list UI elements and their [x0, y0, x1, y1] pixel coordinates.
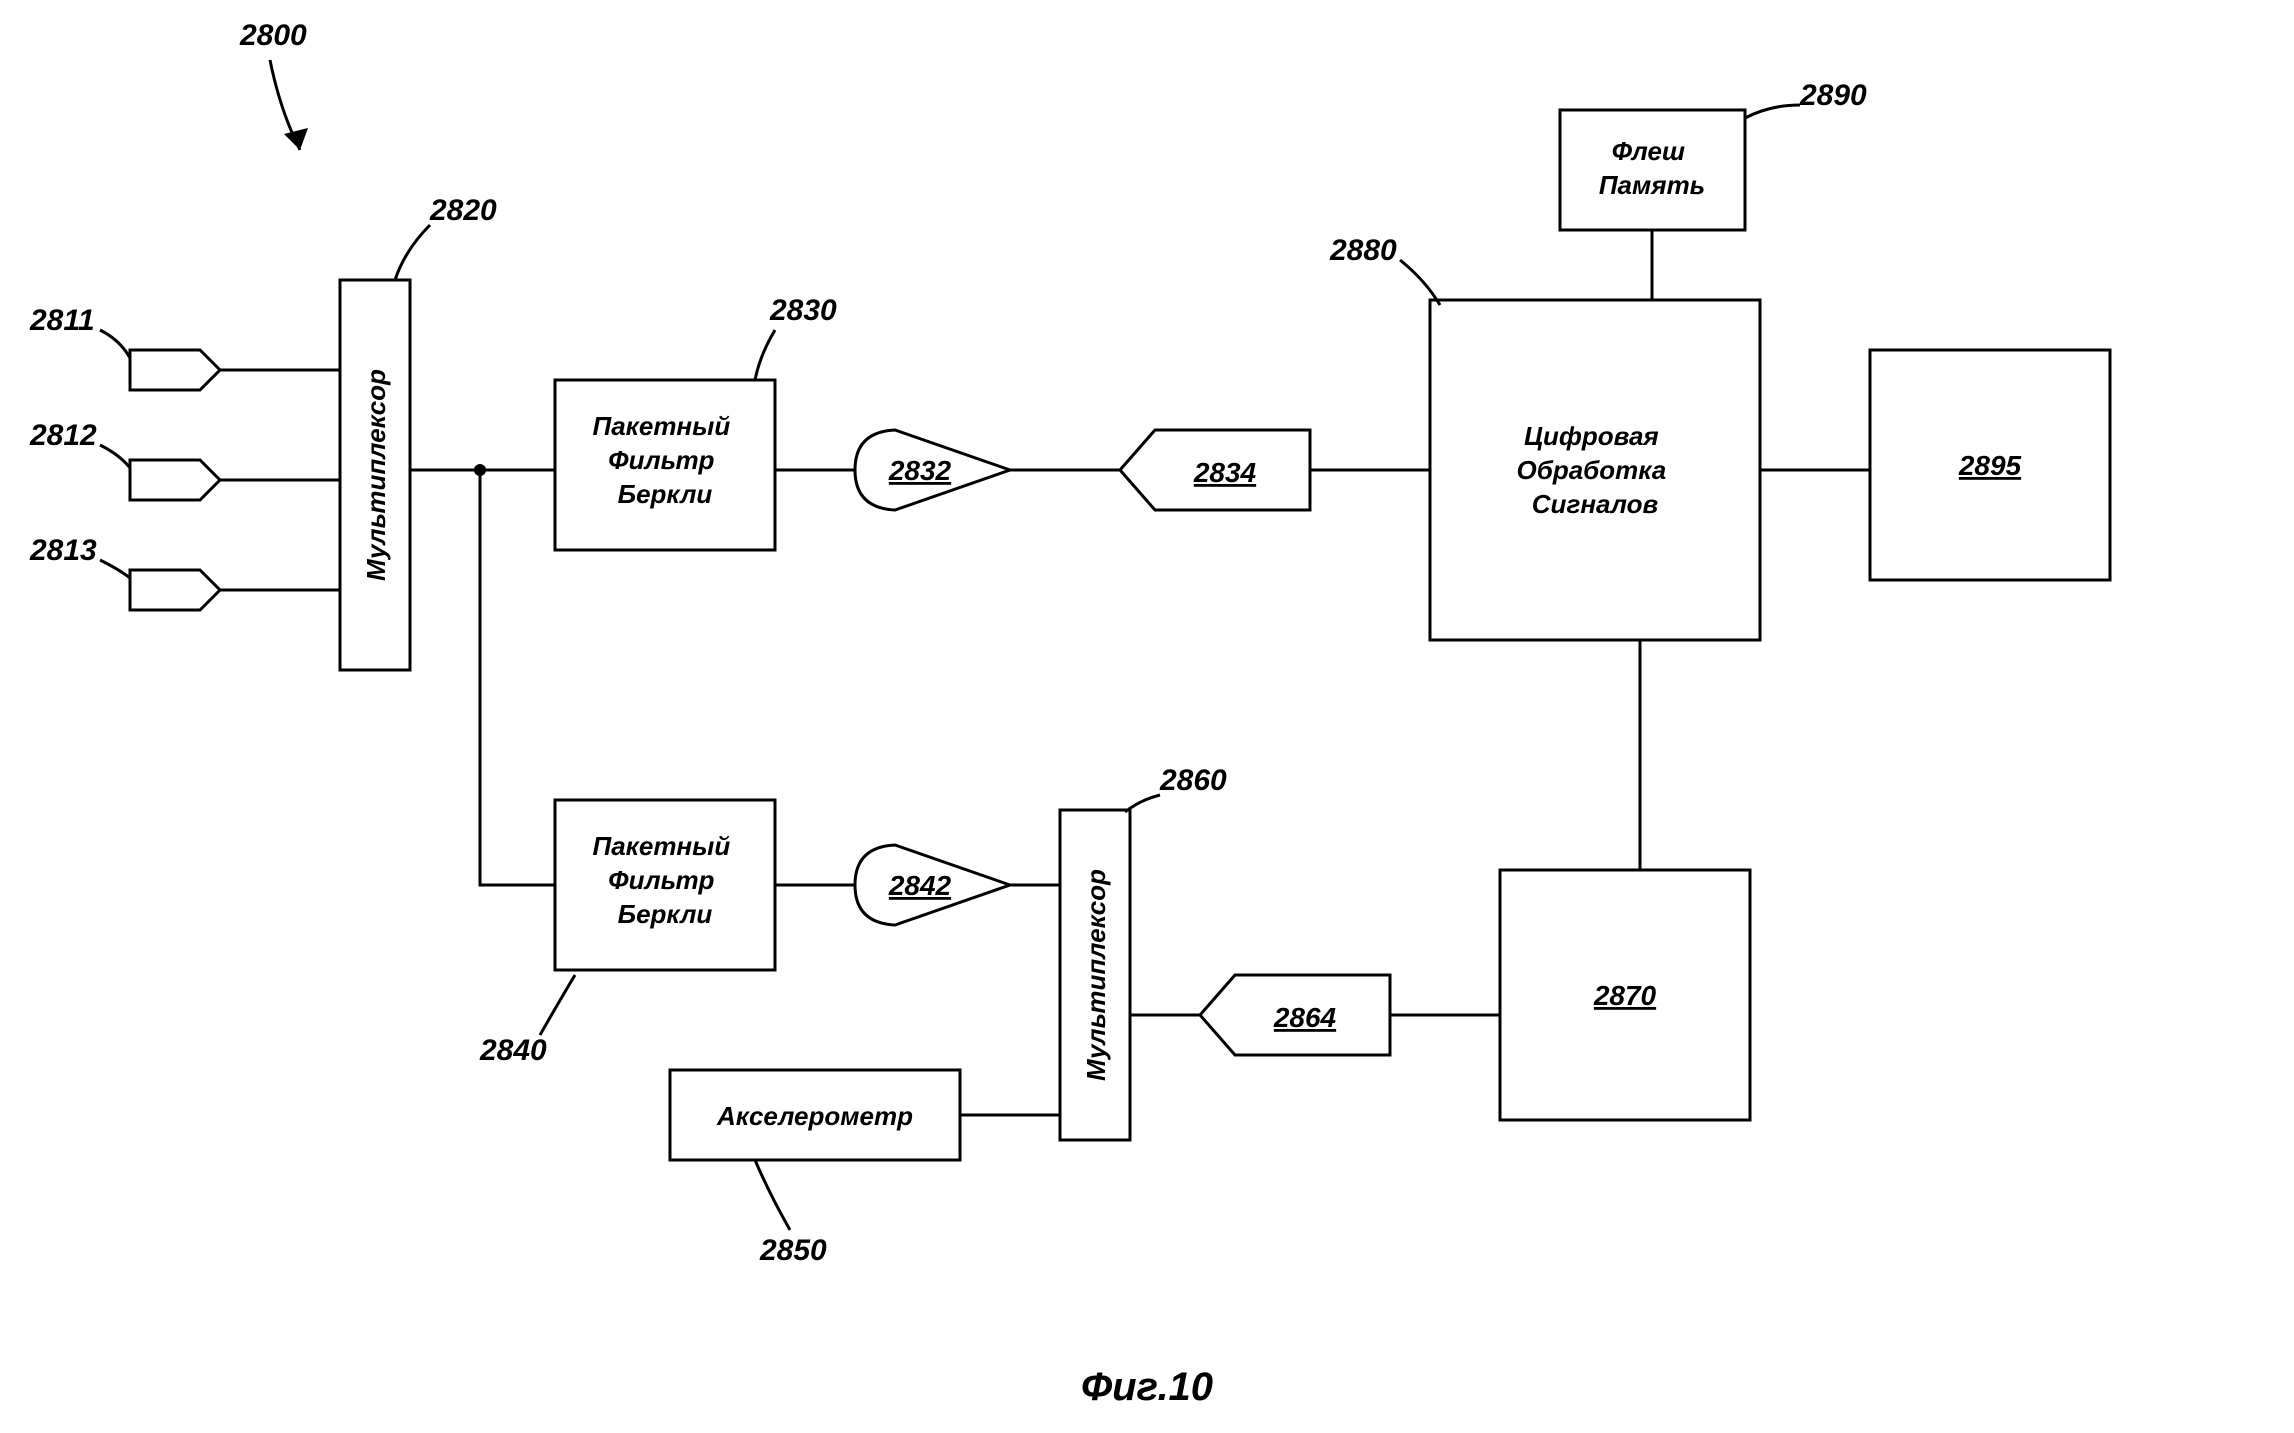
ref-2812: 2812	[29, 419, 97, 452]
node-dsp-label: Цифровая Обработка Сигналов	[1517, 421, 1674, 519]
dsp-line2: Обработка	[1517, 455, 1667, 485]
leader-2813	[100, 560, 130, 578]
node-blk2-ref: 2870	[1593, 980, 1657, 1011]
node-in2	[130, 460, 220, 500]
leader-2850	[755, 1160, 790, 1230]
leader-2880	[1400, 260, 1440, 305]
flash-line1: Флеш	[1612, 136, 1685, 166]
bpf2-line2: Фильтр	[608, 865, 714, 895]
arrowhead-2800	[284, 128, 308, 150]
bpf1-line1: Пакетный	[593, 411, 731, 441]
node-mux1-label: Мультиплексор	[361, 369, 391, 581]
node-tag2-ref: 2864	[1273, 1002, 1337, 1033]
leader-2812	[100, 445, 130, 468]
bpf2-line3: Беркли	[618, 899, 713, 929]
bpf1-line3: Беркли	[618, 479, 713, 509]
node-amp2-ref: 2842	[888, 870, 952, 901]
node-tag1-ref: 2834	[1193, 457, 1257, 488]
ref-2830: 2830	[769, 294, 837, 327]
node-mux2-label: Мультиплексор	[1081, 869, 1111, 1081]
dsp-line3: Сигналов	[1532, 489, 1659, 519]
ref-2813: 2813	[29, 534, 97, 567]
leader-2890	[1745, 105, 1800, 118]
flash-line2: Память	[1599, 170, 1705, 200]
node-amp1-ref: 2832	[888, 455, 952, 486]
ref-2840: 2840	[479, 1034, 547, 1067]
figure-caption: Фиг.10	[1081, 1365, 1213, 1409]
ref-2860: 2860	[1159, 764, 1227, 797]
leader-2860	[1125, 795, 1160, 812]
ref-2880: 2880	[1329, 234, 1397, 267]
bpf1-line2: Фильтр	[608, 445, 714, 475]
ref-2820: 2820	[429, 194, 497, 227]
ref-2850: 2850	[759, 1234, 827, 1267]
leader-2811	[100, 330, 130, 358]
node-in1	[130, 350, 220, 390]
node-accel-label: Акселерометр	[716, 1101, 913, 1131]
edge-mux1-bpf2	[480, 470, 555, 885]
node-out-ref: 2895	[1958, 450, 2022, 481]
ref-2890: 2890	[1799, 79, 1867, 112]
diagram-canvas: Мультиплексор Пакетный Фильтр Беркли 283…	[0, 0, 2294, 1433]
dsp-line1: Цифровая	[1524, 421, 1659, 451]
ref-2811: 2811	[29, 304, 95, 337]
bpf2-line1: Пакетный	[593, 831, 731, 861]
leader-2830	[755, 330, 775, 380]
ref-2800: 2800	[239, 19, 307, 52]
node-in3	[130, 570, 220, 610]
leader-2840	[540, 975, 575, 1035]
leader-2820	[395, 225, 430, 280]
